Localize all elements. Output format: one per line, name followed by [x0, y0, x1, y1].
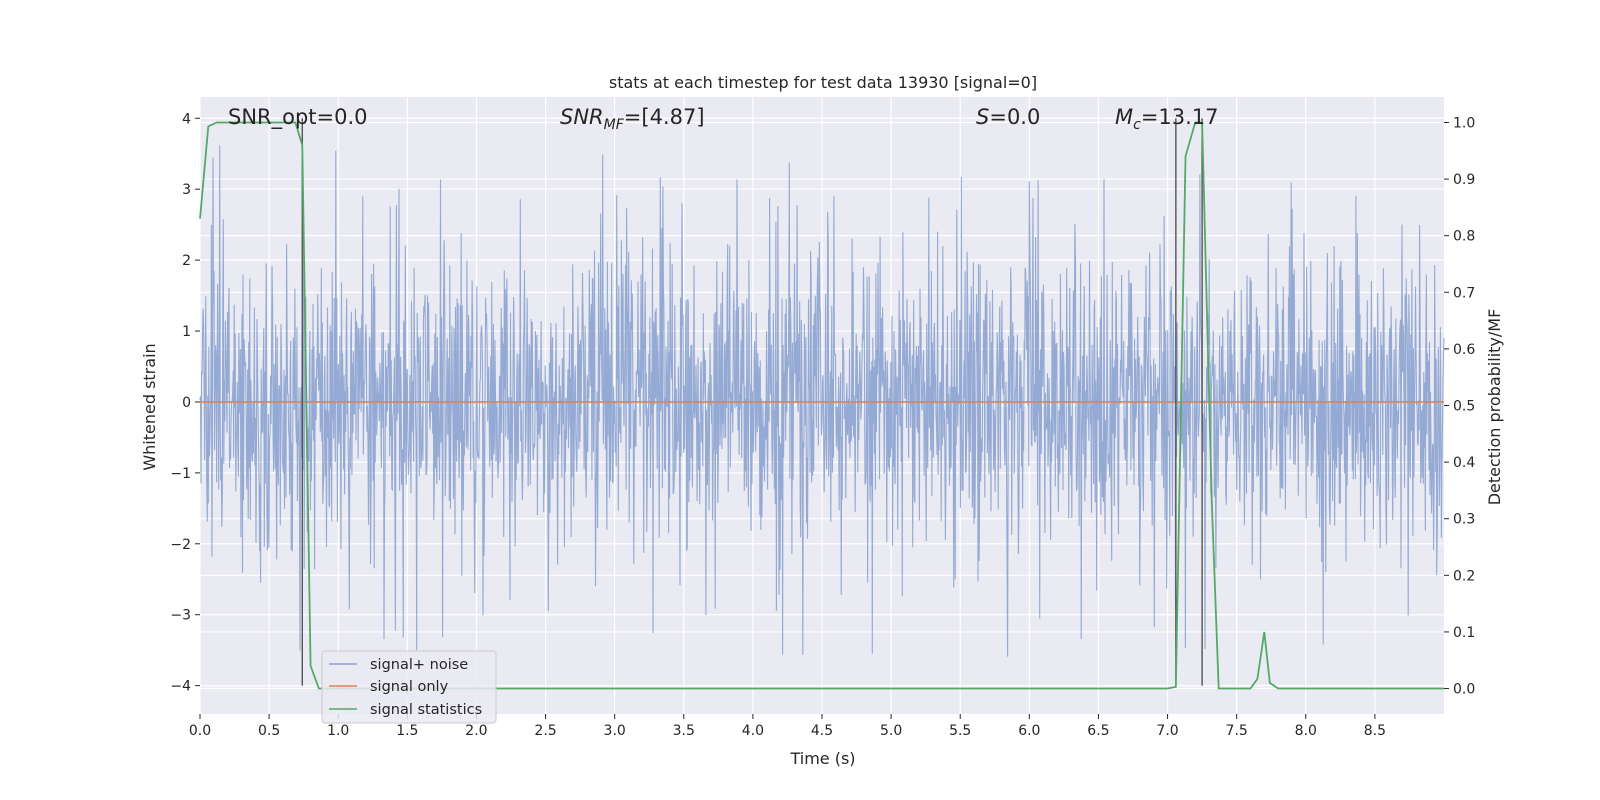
x-tick-label: 1.0: [327, 723, 349, 739]
x-tick-label: 2.5: [534, 723, 556, 739]
y-axis-label: Whitened strain: [140, 343, 159, 470]
x-tick-label: 8.0: [1295, 723, 1317, 739]
y-tick-label: 1: [182, 324, 191, 340]
legend-label-signal-only: signal only: [370, 679, 449, 695]
y2-tick-label: 0.7: [1453, 285, 1475, 301]
x-tick-label: 1.5: [396, 723, 418, 739]
x-tick-label: 4.0: [742, 723, 764, 739]
y-tick-label: −3: [170, 608, 191, 624]
y-tick-label: 0: [182, 395, 191, 411]
y-tick-label: 2: [182, 253, 191, 269]
x-tick-label: 4.5: [811, 723, 833, 739]
y2-tick-label: 0.6: [1453, 342, 1475, 358]
x-tick-label: 5.0: [880, 723, 902, 739]
x-tick-label: 0.5: [258, 723, 280, 739]
legend-box: [321, 650, 497, 724]
annotation-snr-mf: SNRMF=[4.87]: [560, 105, 705, 133]
y2-tick-label: 0.5: [1453, 399, 1475, 415]
y2-tick-label: 1.0: [1453, 115, 1475, 131]
x-axis-ticks: 0.0 0.5 1.0 1.5 2.0 2.5 3.0 3.5 4.0 4.5 5.0 5.5 6.0 6…: [189, 714, 1386, 739]
annotation-snr-opt: SNR_opt=0.0: [228, 105, 368, 130]
chart-title: stats at each timestep for test data 139…: [609, 73, 1037, 92]
y2-tick-label: 0.2: [1453, 568, 1475, 584]
x-tick-label: 2.0: [465, 723, 487, 739]
y-tick-label: 3: [182, 182, 191, 198]
y2-tick-label: 0.4: [1453, 455, 1475, 471]
annotation-s: S=0.0: [976, 105, 1040, 129]
series-signal-plus-noise: [199, 145, 1445, 657]
y-tick-label: −1: [170, 466, 191, 482]
y-tick-label: −4: [170, 679, 191, 695]
x-tick-label: 6.0: [1018, 723, 1040, 739]
y-tick-label: 4: [182, 111, 191, 127]
y2-tick-label: 0.9: [1453, 172, 1475, 188]
line-signal-plus-noise: [199, 145, 1445, 657]
vertical-markers: [301, 118, 1203, 686]
legend: signal+ noise signal only signal statist…: [321, 650, 497, 724]
y-tick-label: −2: [170, 537, 191, 553]
y2-tick-label: 0.1: [1453, 625, 1475, 641]
x-tick-label: 0.0: [189, 723, 211, 739]
line-signal-statistics: [199, 121, 1444, 690]
x-tick-label: 3.5: [673, 723, 695, 739]
y2-axis-label: Detection probability/MF: [1485, 309, 1504, 506]
x-tick-label: 7.0: [1156, 723, 1178, 739]
y2-tick-label: 0.0: [1453, 682, 1475, 698]
x-tick-label: 7.5: [1226, 723, 1248, 739]
y2-axis-ticks: 1.0 0.9 0.8 0.7 0.6 0.5 0.4 0.3 0.2 0.1 0.0: [1444, 115, 1475, 698]
x-tick-label: 8.5: [1364, 723, 1386, 739]
y-axis-ticks: 4 3 2 1 0 −1 −2 −3 −4: [170, 111, 200, 695]
y2-tick-label: 0.3: [1453, 512, 1475, 528]
x-tick-label: 5.5: [949, 723, 971, 739]
legend-label-signal-plus-noise: signal+ noise: [370, 657, 468, 673]
x-tick-label: 3.0: [604, 723, 626, 739]
x-tick-label: 6.5: [1087, 723, 1109, 739]
series-signal-statistics: [199, 121, 1444, 690]
x-axis-label: Time (s): [789, 749, 855, 768]
legend-label-signal-statistics: signal statistics: [370, 702, 482, 718]
y2-tick-label: 0.8: [1453, 229, 1475, 245]
annotation-mc: Mc=13.17: [1115, 105, 1219, 133]
